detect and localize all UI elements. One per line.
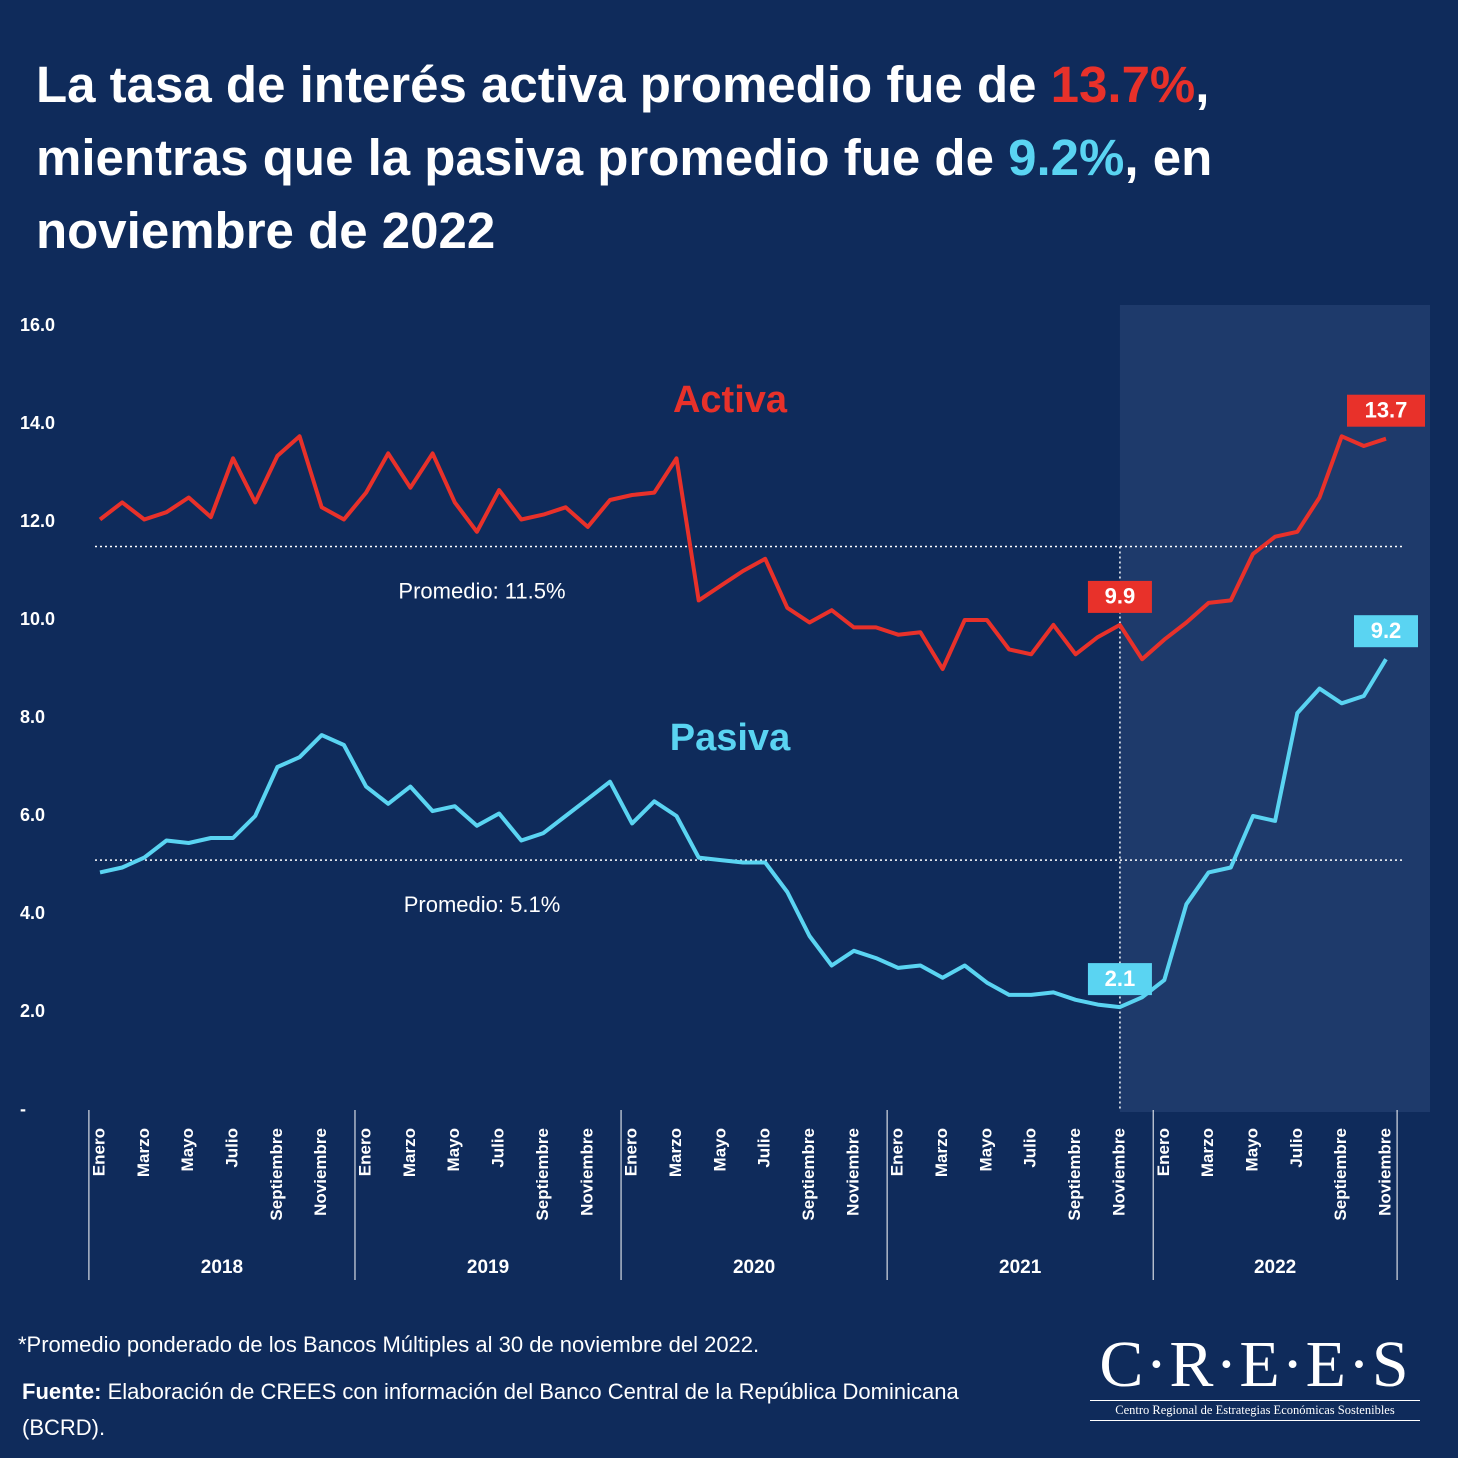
average-label: Promedio: 11.5% <box>398 578 565 603</box>
x-tick-label: Julio <box>223 1128 242 1168</box>
x-tick-label: Marzo <box>666 1128 685 1177</box>
title-text: , en noviembre de 2022 <box>36 129 1213 259</box>
title-highlight: 9.2% <box>1008 129 1125 186</box>
source-text: Elaboración de CREES con información del… <box>22 1379 959 1440</box>
x-tick-label: Noviembre <box>311 1128 330 1216</box>
title: La tasa de interés activa promedio fue d… <box>36 48 1436 267</box>
x-tick-label: Marzo <box>400 1128 419 1177</box>
x-tick-label: Enero <box>888 1128 907 1176</box>
y-tick-label: 6.0 <box>20 805 45 825</box>
title-text: , mientras que la pasiva promedio fue de <box>36 56 1210 186</box>
x-tick-label: Marzo <box>134 1128 153 1177</box>
x-tick-label: Enero <box>1154 1128 1173 1176</box>
source-label: Fuente: <box>22 1379 102 1404</box>
note: *Promedio ponderado de los Bancos Múltip… <box>18 1332 760 1357</box>
series-name: Activa <box>673 379 788 421</box>
y-tick-label: 4.0 <box>20 903 45 923</box>
title-highlight: 13.7% <box>1050 56 1196 113</box>
source: Fuente: Elaboración de CREES con informa… <box>22 1374 982 1446</box>
value-label-box <box>1087 963 1152 996</box>
chart: - 2.0 4.0 6.0 8.0 10.0 12.0 14.0 16.0 Promedio: 1… <box>20 305 1430 1280</box>
x-tick-label: Septiembre <box>1065 1128 1084 1221</box>
y-tick-label: - <box>20 1099 26 1119</box>
average-label: Promedio: 5.1% <box>404 892 561 917</box>
value-label: 9.9 <box>1105 584 1136 609</box>
logo-subtitle: Centro Regional de Estrategias Económica… <box>1090 1400 1420 1421</box>
x-tick-label: Mayo <box>444 1128 463 1171</box>
value-label: 9.2 <box>1371 618 1402 643</box>
value-label-box <box>1087 580 1152 613</box>
y-tick-label: 10.0 <box>20 609 55 629</box>
x-tick-label: Septiembre <box>533 1128 552 1221</box>
x-tick-label: Septiembre <box>1331 1128 1350 1221</box>
value-label: 2.1 <box>1105 966 1136 991</box>
value-label-box <box>1354 615 1418 648</box>
x-group-label: 2019 <box>467 1257 509 1278</box>
series-line <box>99 658 1388 1010</box>
x-tick-label: Mayo <box>976 1128 995 1171</box>
x-tick-label: Enero <box>622 1128 641 1176</box>
x-tick-label: Noviembre <box>1375 1128 1394 1216</box>
series-name: Pasiva <box>670 717 791 759</box>
x-tick-label: Enero <box>89 1128 108 1176</box>
x-tick-label: Noviembre <box>843 1128 862 1216</box>
x-tick-label: Noviembre <box>1109 1128 1128 1216</box>
x-tick-label: Julio <box>1287 1128 1306 1168</box>
y-tick-label: 16.0 <box>20 315 55 335</box>
x-tick-label: Enero <box>356 1128 375 1176</box>
x-tick-label: Julio <box>755 1128 774 1168</box>
value-label-box <box>1347 394 1425 427</box>
y-tick-label: 8.0 <box>20 707 45 727</box>
x-group-label: 2021 <box>999 1257 1042 1278</box>
logo-text: C·R·E·E·S <box>1099 1328 1411 1401</box>
logo: C·R·E·E·S Centro Regional de Estrategias … <box>1090 1330 1420 1421</box>
x-tick-label: Septiembre <box>267 1128 286 1221</box>
y-tick-label: 2.0 <box>20 1001 45 1021</box>
x-group-label: 2018 <box>201 1257 243 1278</box>
x-tick-label: Septiembre <box>799 1128 818 1221</box>
y-tick-label: 14.0 <box>20 413 55 433</box>
x-tick-label: Marzo <box>932 1128 951 1177</box>
x-tick-label: Mayo <box>710 1128 729 1171</box>
x-tick-label: Julio <box>1021 1128 1040 1168</box>
x-group-label: 2022 <box>1254 1257 1296 1278</box>
x-tick-label: Julio <box>489 1128 508 1168</box>
x-tick-label: Mayo <box>1242 1128 1261 1171</box>
x-group-label: 2020 <box>733 1257 775 1278</box>
x-tick-label: Noviembre <box>577 1128 596 1216</box>
y-tick-label: 12.0 <box>20 511 55 531</box>
series-line <box>98 434 1387 671</box>
value-label: 13.7 <box>1365 398 1408 423</box>
title-text: La tasa de interés activa promedio fue d… <box>36 56 1051 113</box>
x-tick-label: Mayo <box>178 1128 197 1171</box>
x-tick-label: Marzo <box>1198 1128 1217 1177</box>
